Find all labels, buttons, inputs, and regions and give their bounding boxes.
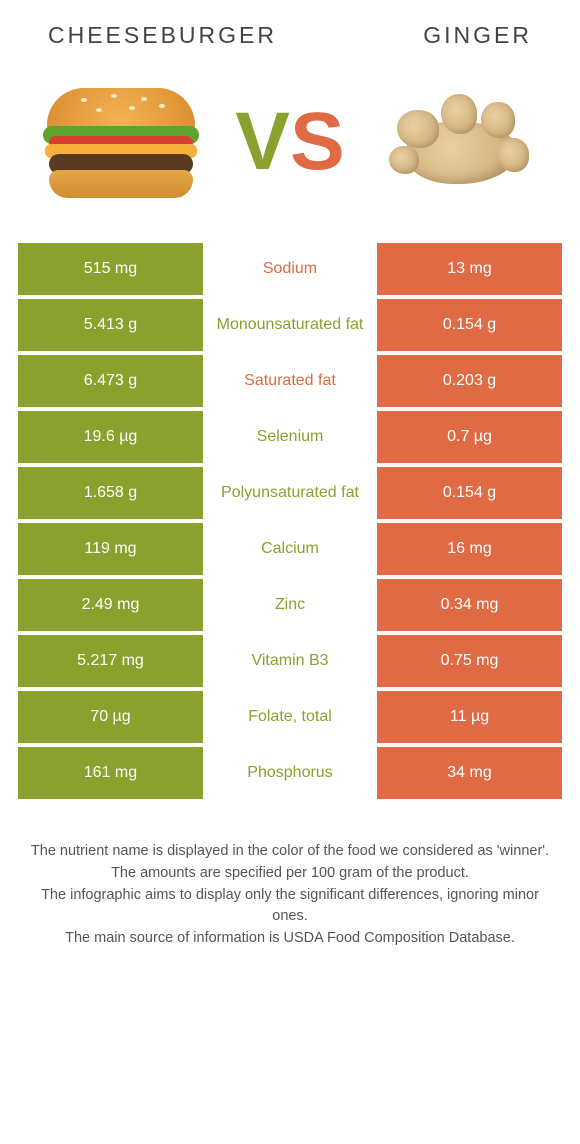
nutrient-row: 161 mgPhosphorus34 mg: [18, 747, 562, 799]
vs-label: VS: [235, 101, 344, 183]
ginger-image: [374, 77, 544, 207]
nutrient-row: 70 µgFolate, total11 µg: [18, 691, 562, 743]
value-right: 0.203 g: [377, 355, 562, 407]
value-right: 0.154 g: [377, 299, 562, 351]
value-right: 34 mg: [377, 747, 562, 799]
image-row: VS: [18, 77, 562, 243]
value-left: 19.6 µg: [18, 411, 203, 463]
footnote-line: The main source of information is USDA F…: [30, 928, 550, 950]
nutrient-label: Monounsaturated fat: [203, 299, 377, 351]
value-left: 6.473 g: [18, 355, 203, 407]
vs-v: V: [235, 101, 290, 183]
value-left: 515 mg: [18, 243, 203, 295]
nutrient-row: 5.413 gMonounsaturated fat0.154 g: [18, 299, 562, 351]
nutrient-row: 6.473 gSaturated fat0.203 g: [18, 355, 562, 407]
ginger-illustration: [379, 82, 539, 202]
title-left: Cheeseburger: [48, 22, 277, 49]
nutrient-label: Folate, total: [203, 691, 377, 743]
value-left: 5.217 mg: [18, 635, 203, 687]
nutrient-label: Polyunsaturated fat: [203, 467, 377, 519]
value-left: 161 mg: [18, 747, 203, 799]
value-right: 0.34 mg: [377, 579, 562, 631]
nutrient-label: Phosphorus: [203, 747, 377, 799]
nutrient-label: Calcium: [203, 523, 377, 575]
nutrient-row: 515 mgSodium13 mg: [18, 243, 562, 295]
nutrient-table: 515 mgSodium13 mg5.413 gMonounsaturated …: [18, 243, 562, 799]
value-right: 16 mg: [377, 523, 562, 575]
value-right: 13 mg: [377, 243, 562, 295]
value-left: 70 µg: [18, 691, 203, 743]
nutrient-row: 5.217 mgVitamin B30.75 mg: [18, 635, 562, 687]
footnotes: The nutrient name is displayed in the co…: [18, 799, 562, 950]
nutrient-row: 119 mgCalcium16 mg: [18, 523, 562, 575]
value-right: 0.154 g: [377, 467, 562, 519]
vs-s: S: [290, 101, 345, 183]
value-left: 5.413 g: [18, 299, 203, 351]
nutrient-label: Zinc: [203, 579, 377, 631]
footnote-line: The amounts are specified per 100 gram o…: [30, 863, 550, 885]
title-right: Ginger: [423, 22, 532, 49]
nutrient-row: 2.49 mgZinc0.34 mg: [18, 579, 562, 631]
nutrient-label: Saturated fat: [203, 355, 377, 407]
nutrient-row: 19.6 µgSelenium0.7 µg: [18, 411, 562, 463]
value-left: 119 mg: [18, 523, 203, 575]
burger-illustration: [41, 82, 201, 202]
value-left: 2.49 mg: [18, 579, 203, 631]
value-left: 1.658 g: [18, 467, 203, 519]
nutrient-row: 1.658 gPolyunsaturated fat0.154 g: [18, 467, 562, 519]
footnote-line: The nutrient name is displayed in the co…: [30, 841, 550, 863]
value-right: 0.75 mg: [377, 635, 562, 687]
value-right: 11 µg: [377, 691, 562, 743]
header: Cheeseburger Ginger: [18, 22, 562, 77]
cheeseburger-image: [36, 77, 206, 207]
nutrient-label: Sodium: [203, 243, 377, 295]
nutrient-label: Selenium: [203, 411, 377, 463]
nutrient-label: Vitamin B3: [203, 635, 377, 687]
infographic-container: Cheeseburger Ginger VS: [0, 0, 580, 1144]
footnote-line: The infographic aims to display only the…: [30, 885, 550, 929]
value-right: 0.7 µg: [377, 411, 562, 463]
